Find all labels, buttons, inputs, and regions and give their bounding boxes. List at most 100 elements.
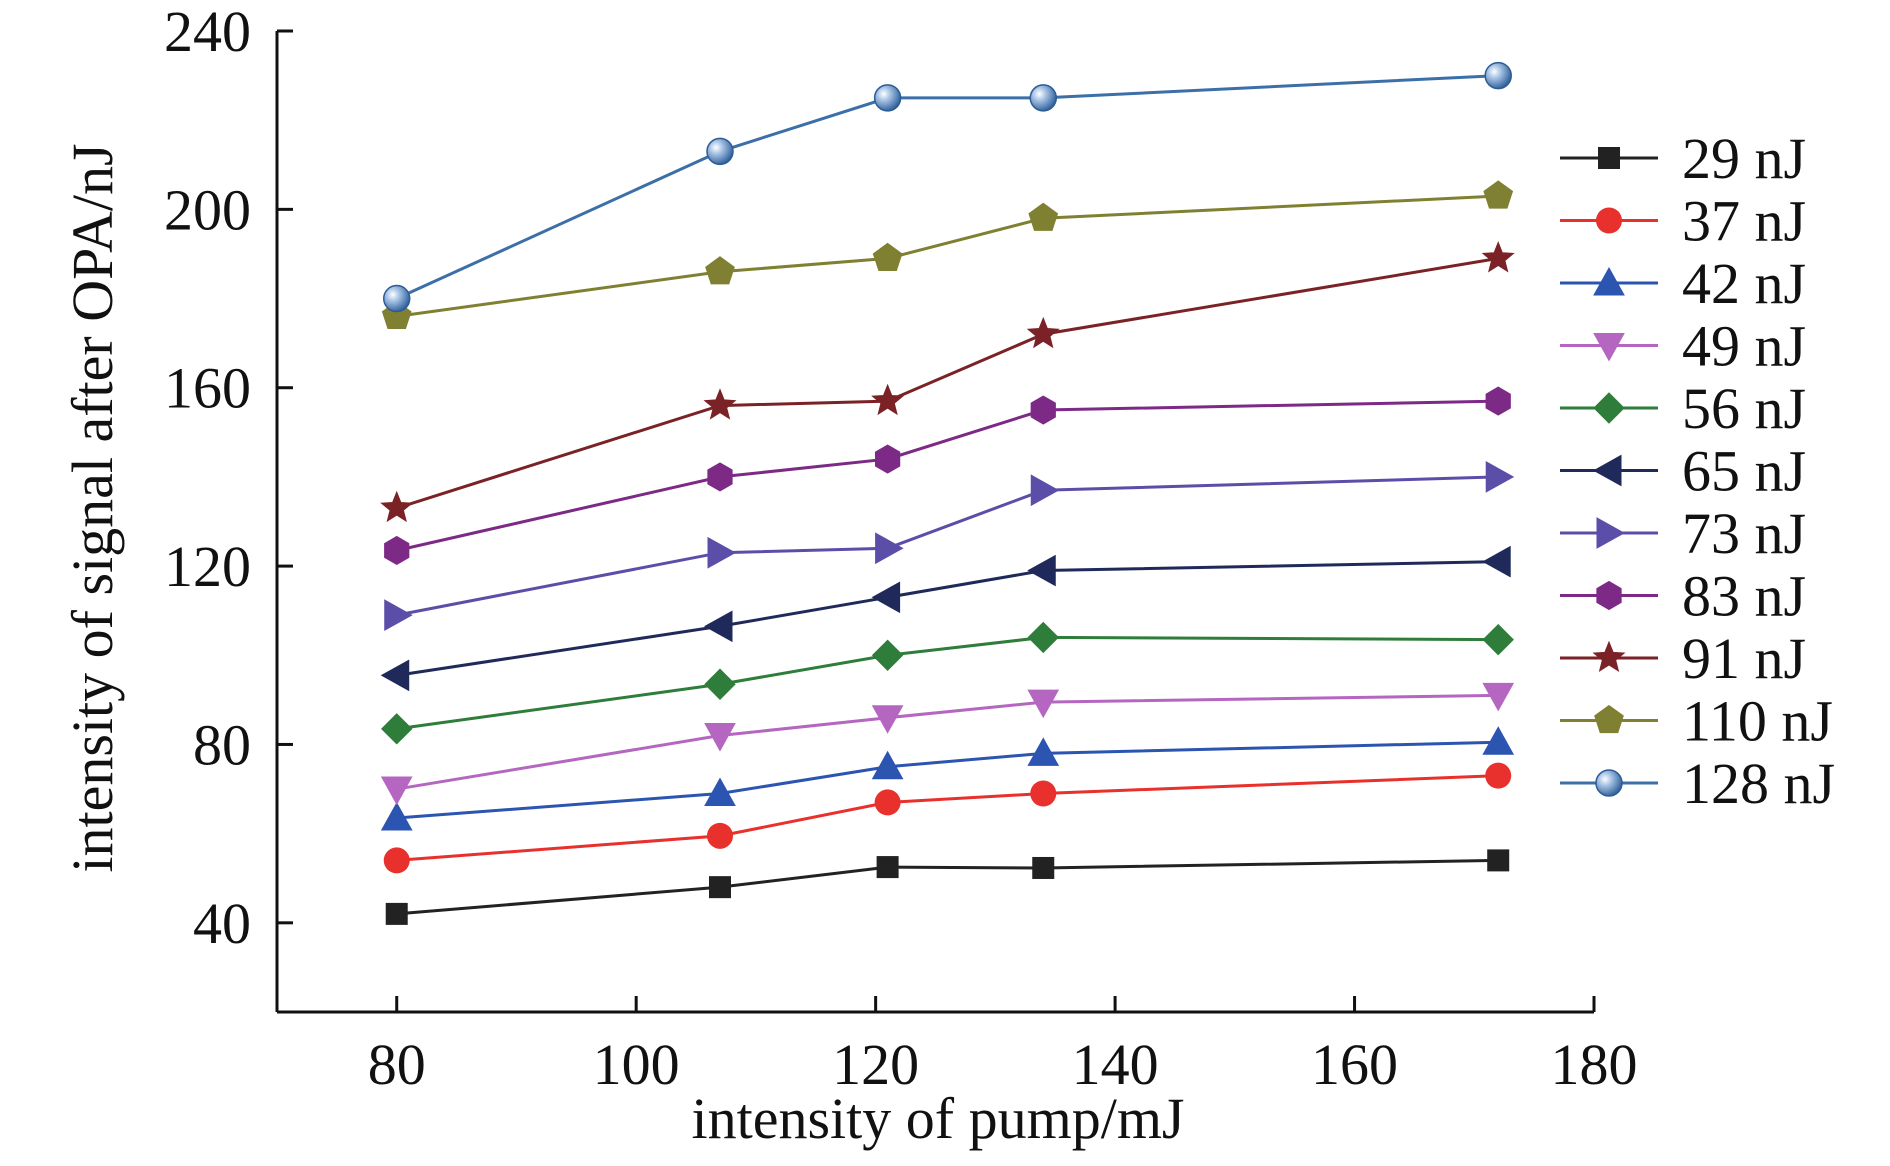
legend-marker [1595, 769, 1623, 797]
legend-item: 110 nJ [1560, 689, 1833, 754]
data-point [703, 388, 737, 420]
legend-label: 128 nJ [1682, 751, 1835, 816]
data-point [1029, 84, 1058, 112]
data-point [707, 536, 737, 569]
series-line [396, 256, 1499, 510]
data-point [706, 822, 733, 849]
legend-marker [1594, 704, 1624, 734]
data-point [871, 639, 904, 671]
data-point [705, 256, 735, 285]
data-point [704, 777, 736, 807]
legend-item: 73 nJ [1560, 501, 1806, 566]
data-point [1482, 545, 1511, 578]
legend-marker [1592, 640, 1626, 673]
legend-label: 110 nJ [1682, 689, 1833, 754]
data-point [1482, 682, 1515, 712]
y-tick-label: 240 [164, 0, 251, 64]
series-line [396, 858, 1499, 916]
data-point [708, 876, 731, 899]
legend-marker [1596, 207, 1622, 234]
data-point [384, 535, 410, 566]
legend-marker [1593, 392, 1625, 424]
data-point [1482, 623, 1514, 656]
series-83-nj [384, 386, 1511, 566]
y-tick-label: 40 [193, 891, 251, 956]
series-line [396, 194, 1499, 318]
legend-item: 42 nJ [1560, 251, 1806, 316]
legend-marker [1593, 266, 1625, 296]
legend-marker [1596, 580, 1622, 611]
data-point [1485, 762, 1512, 789]
data-point [873, 84, 902, 112]
data-point [874, 444, 901, 474]
data-point [1483, 180, 1514, 209]
data-point [871, 750, 904, 780]
series-110-nj [381, 180, 1514, 330]
legend-item: 91 nJ [1560, 626, 1806, 691]
data-point [1484, 61, 1512, 90]
series-line [396, 693, 1499, 791]
legend-item: 29 nJ [1560, 126, 1806, 191]
x-tick-label: 100 [593, 1032, 680, 1097]
data-point [1485, 461, 1515, 493]
data-point [384, 599, 413, 631]
data-point [383, 847, 410, 874]
data-point [1027, 737, 1060, 766]
y-tick-label: 120 [164, 534, 251, 599]
data-point [1030, 474, 1060, 507]
x-tick-label: 140 [1072, 1032, 1159, 1097]
legend-marker [1592, 454, 1622, 487]
series-line [396, 74, 1499, 300]
data-point [380, 776, 413, 806]
legend-label: 29 nJ [1682, 126, 1806, 191]
series-56-nj [381, 621, 1514, 745]
axes: 40 80 120 160 200 240 80 100 120 140 160 180 [164, 0, 1638, 1097]
x-tick-label: 80 [368, 1032, 426, 1097]
legend-item: 128 nJ [1560, 751, 1835, 816]
data-point [1482, 726, 1515, 755]
data-point [706, 137, 734, 166]
legend-label: 42 nJ [1682, 251, 1806, 316]
y-tick-label: 80 [193, 712, 251, 777]
data-point [1481, 241, 1515, 273]
y-tick-label: 160 [164, 356, 251, 421]
x-tick-label: 160 [1311, 1032, 1398, 1097]
legend-label: 91 nJ [1682, 626, 1806, 691]
data-point [380, 801, 413, 831]
legend-label: 65 nJ [1682, 439, 1806, 504]
x-axis-title: intensity of pump/mJ [692, 1086, 1185, 1151]
series-line [396, 740, 1499, 820]
y-axis-title: intensity of signal after OPA/nJ [60, 143, 125, 872]
series-group [380, 61, 1515, 925]
data-point [382, 284, 411, 313]
x-tick-label: 180 [1551, 1032, 1638, 1097]
data-point [1028, 202, 1059, 231]
data-point [871, 383, 905, 416]
series-128-nj [382, 61, 1512, 313]
data-point [1030, 780, 1057, 807]
series-37-nj [383, 762, 1512, 874]
legend-label: 49 nJ [1682, 314, 1806, 379]
series-line [396, 475, 1499, 617]
legend-marker [1598, 147, 1620, 169]
series-line [396, 399, 1499, 552]
data-point [385, 902, 408, 925]
legend-item: 56 nJ [1560, 376, 1806, 441]
x-tick-label: 120 [832, 1032, 919, 1097]
legend-item: 83 nJ [1560, 564, 1806, 629]
legend-marker [1593, 333, 1625, 362]
series-65-nj [380, 545, 1511, 692]
series-29-nj [385, 849, 1510, 925]
legend-item: 49 nJ [1560, 314, 1806, 379]
data-point [380, 490, 414, 523]
series-42-nj [380, 726, 1515, 831]
data-point [1487, 849, 1510, 872]
legend-label: 37 nJ [1682, 189, 1806, 254]
data-point [876, 856, 899, 879]
legend-label: 56 nJ [1682, 376, 1806, 441]
data-point [872, 242, 903, 272]
data-point [871, 705, 904, 734]
data-point [381, 713, 413, 745]
data-point [1026, 316, 1060, 349]
